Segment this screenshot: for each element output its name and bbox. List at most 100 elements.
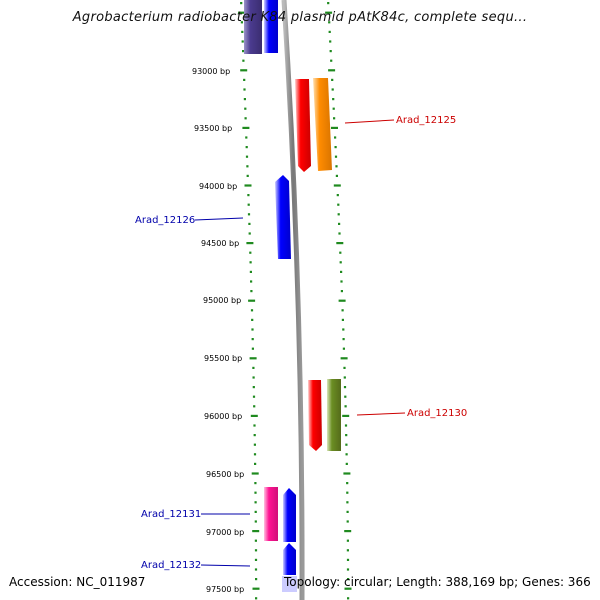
tick-mark — [346, 568, 350, 571]
tick-mark — [340, 357, 348, 360]
tick-mark — [245, 155, 249, 158]
gene-feature-indigo[interactable] — [244, 0, 262, 54]
tick-mark — [254, 501, 257, 504]
tick-mark — [337, 213, 340, 216]
tick-mark — [341, 318, 344, 321]
tick-label: 96000 bp — [204, 412, 242, 421]
left-tick-track — [238, 2, 260, 600]
topology-text: Topology: circular; Length: 388,169 bp; … — [284, 575, 591, 589]
tick-mark — [246, 242, 254, 245]
tick-label: 93000 bp — [192, 67, 230, 76]
tick-label: 97000 bp — [206, 528, 244, 537]
gene-feature-lavender[interactable] — [282, 576, 297, 592]
tick-mark — [330, 59, 333, 62]
tick-mark — [325, 11, 333, 14]
tick-mark — [250, 309, 254, 312]
tick-mark — [242, 50, 245, 53]
gene-label-arad-12132[interactable]: Arad_12132 — [141, 560, 201, 571]
tick-mark — [248, 299, 256, 302]
tick-label: 94000 bp — [199, 182, 237, 191]
tick-mark — [342, 347, 345, 350]
tick-mark — [346, 549, 349, 552]
tick-mark — [252, 366, 255, 369]
gene-feature-blue[interactable] — [283, 488, 296, 542]
tick-label: 95500 bp — [204, 354, 242, 363]
tick-mark — [253, 405, 256, 408]
tick-mark — [340, 270, 343, 273]
tick-mark — [251, 472, 259, 475]
gene-feature-orange[interactable] — [313, 78, 332, 171]
tick-mark — [242, 126, 250, 129]
tick-mark — [347, 578, 350, 581]
gene-feature-red[interactable] — [308, 380, 322, 451]
tick-label: 95000 bp — [203, 296, 241, 305]
coordinate-axis: 93000 bp 93500 bp 94000 bp 94500 bp 9500… — [192, 67, 244, 594]
tick-mark — [254, 491, 257, 494]
gene-label-arad-12125[interactable]: Arad_12125 — [396, 115, 456, 126]
tick-label: 97500 bp — [206, 585, 244, 594]
tick-mark — [243, 88, 246, 91]
leader-line — [344, 119, 395, 124]
tick-mark — [241, 40, 244, 43]
tick-mark — [255, 597, 258, 600]
tick-mark — [344, 530, 352, 533]
tick-mark — [328, 69, 336, 72]
tick-mark — [345, 443, 348, 446]
tick-mark — [346, 510, 349, 513]
right-tick-track — [325, 2, 352, 600]
tick-mark — [339, 261, 342, 264]
tick-mark — [331, 88, 334, 91]
tick-mark — [250, 414, 258, 417]
tick-mark — [246, 165, 249, 168]
leader-line — [356, 412, 406, 416]
tick-mark — [254, 558, 258, 561]
tick-mark — [252, 376, 255, 379]
tick-mark — [346, 558, 350, 561]
tick-mark — [254, 520, 257, 523]
tick-mark — [346, 482, 349, 485]
leader-line — [194, 217, 244, 221]
gene-feature-pink[interactable] — [264, 487, 278, 541]
accession-text: Accession: NC_011987 — [9, 575, 148, 589]
gene-feature-blue[interactable] — [275, 175, 291, 259]
tick-mark — [245, 146, 248, 149]
gene-feature-blue[interactable] — [283, 543, 296, 575]
gene-feature-olive[interactable] — [327, 379, 341, 451]
tick-mark — [335, 165, 338, 168]
tick-mark — [332, 98, 335, 101]
tick-mark — [254, 549, 258, 552]
tick-mark — [253, 453, 257, 456]
backbone-track — [281, 0, 305, 600]
gene-features — [244, 0, 341, 592]
tick-mark — [344, 395, 347, 398]
tick-mark — [343, 376, 346, 379]
gene-feature-red[interactable] — [295, 79, 311, 172]
tick-label: 93500 bp — [194, 124, 232, 133]
tick-mark — [253, 434, 256, 437]
page-title: Agrobacterium radiobacter K84 plasmid pA… — [72, 10, 528, 25]
tick-mark — [346, 520, 349, 523]
tick-label: 94500 bp — [201, 239, 239, 248]
tick-mark — [335, 174, 338, 177]
tick-mark — [254, 482, 257, 485]
tick-mark — [240, 69, 248, 72]
tick-mark — [342, 414, 350, 417]
gene-label-arad-12126[interactable]: Arad_12126 — [135, 215, 195, 226]
tick-mark — [338, 299, 346, 302]
gene-feature-blue[interactable] — [264, 0, 278, 53]
tick-mark — [340, 290, 343, 293]
tick-mark — [331, 126, 338, 129]
tick-mark — [255, 578, 258, 581]
tick-mark — [337, 203, 340, 206]
tick-mark — [247, 203, 250, 206]
gene-label-arad-12131[interactable]: Arad_12131 — [141, 509, 201, 520]
tick-mark — [249, 251, 252, 254]
gene-label-arad-12130[interactable]: Arad_12130 — [407, 408, 467, 419]
tick-mark — [244, 107, 247, 110]
tick-mark — [252, 386, 255, 389]
tick-mark — [242, 59, 245, 62]
tick-mark — [254, 568, 258, 571]
tick-mark — [329, 50, 332, 53]
tick-mark — [340, 280, 343, 283]
